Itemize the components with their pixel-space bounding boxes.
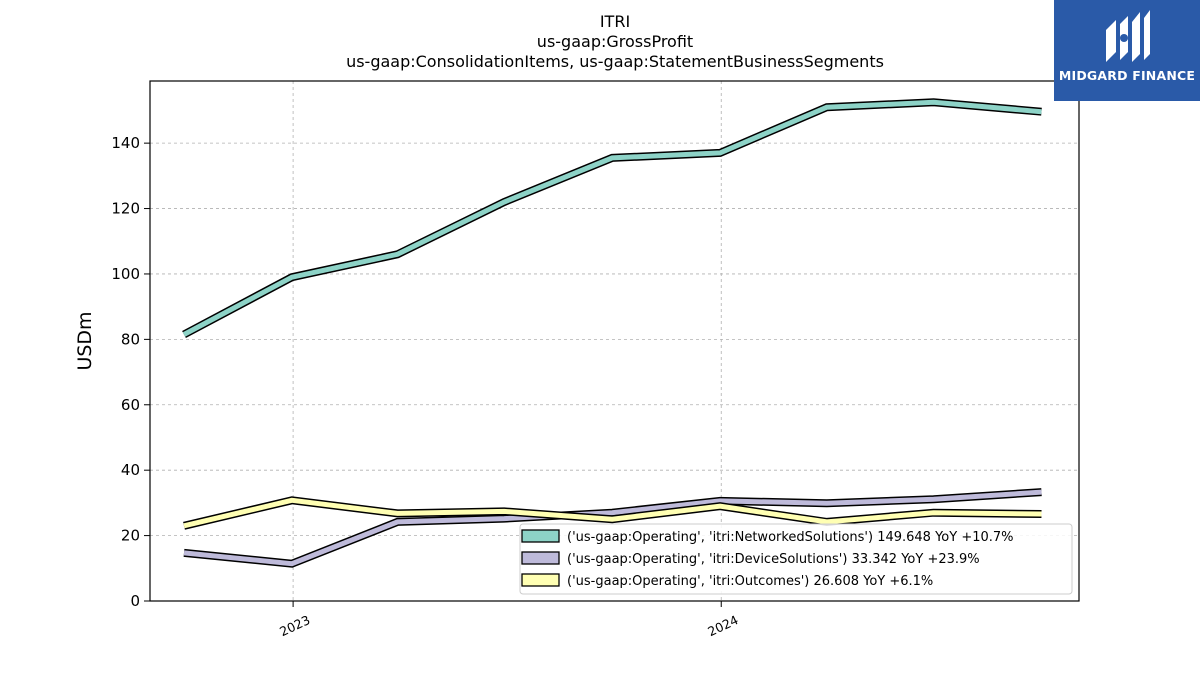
y-tick-label: 0 bbox=[130, 592, 140, 610]
y-tick-label: 40 bbox=[121, 461, 140, 479]
brand-name: MIDGARD FINANCE bbox=[1058, 68, 1196, 83]
series-line-0 bbox=[182, 99, 1042, 337]
y-tick-label: 60 bbox=[121, 396, 140, 414]
legend: ('us-gaap:Operating', 'itri:NetworkedSol… bbox=[519, 523, 1073, 595]
brand-logo: MIDGARD FINANCE bbox=[1054, 0, 1200, 101]
y-tick-label: 100 bbox=[111, 265, 140, 283]
y-tick-label: 140 bbox=[111, 134, 140, 152]
legend-swatch-device bbox=[521, 551, 560, 565]
y-tick-label: 120 bbox=[111, 200, 140, 218]
x-tick-label: 2023 bbox=[277, 612, 312, 639]
legend-label-networked: ('us-gaap:Operating', 'itri:NetworkedSol… bbox=[567, 530, 1014, 545]
chart-title: ITRI bbox=[600, 12, 630, 31]
plot-frame bbox=[149, 80, 1080, 602]
legend-swatch-outcomes bbox=[521, 573, 560, 587]
y-axis-label: USDm bbox=[74, 311, 96, 370]
series-line-2 bbox=[183, 497, 1042, 529]
series-line-1 bbox=[183, 489, 1042, 567]
series-lines bbox=[182, 98, 1042, 568]
series-outline-0 bbox=[182, 98, 1042, 339]
y-tick-label: 80 bbox=[121, 330, 140, 348]
legend-box bbox=[519, 523, 1073, 595]
chart-subtitle-1: us-gaap:GrossProfit bbox=[537, 32, 693, 51]
legend-label-device: ('us-gaap:Operating', 'itri:DeviceSoluti… bbox=[567, 552, 980, 567]
x-axis: 2023 2024 bbox=[277, 601, 741, 639]
x-tick-label: 2024 bbox=[705, 612, 740, 639]
y-axis: 0 20 40 60 80 100 120 140 bbox=[111, 134, 150, 610]
chart-subtitle-2: us-gaap:ConsolidationItems, us-gaap:Stat… bbox=[346, 52, 884, 71]
legend-label-outcomes: ('us-gaap:Operating', 'itri:Outcomes') 2… bbox=[567, 574, 933, 589]
legend-swatch-networked bbox=[521, 529, 560, 543]
y-tick-label: 20 bbox=[121, 527, 140, 545]
midgard-logo-icon bbox=[1106, 10, 1150, 62]
